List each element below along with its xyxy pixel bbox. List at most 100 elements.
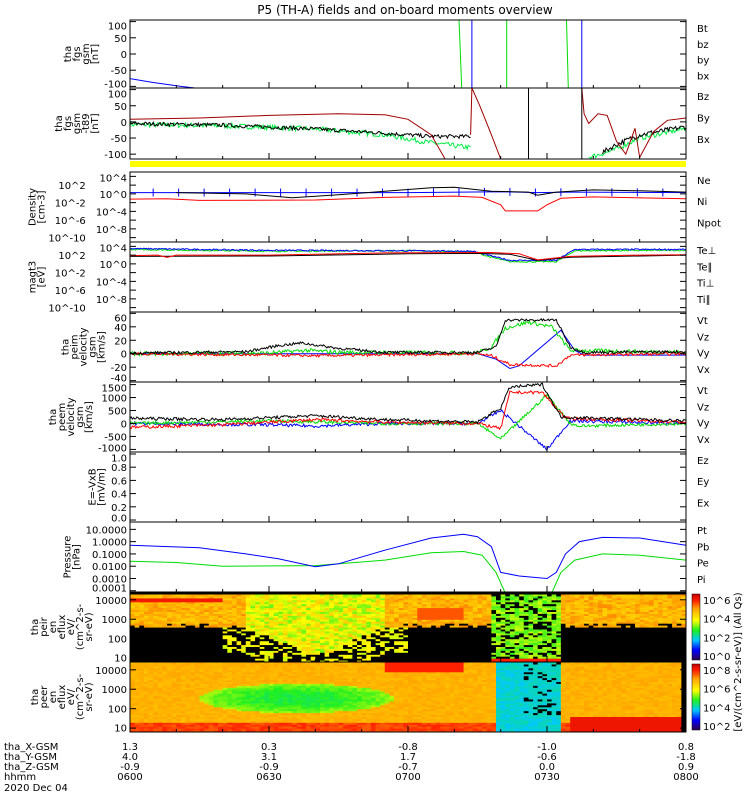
spectrogram-cell <box>482 646 488 649</box>
spectrogram-cell <box>130 730 136 732</box>
spectrogram-cell <box>204 627 210 630</box>
spectrogram-cell <box>157 601 163 605</box>
spectrogram-cell <box>551 603 557 607</box>
spectrogram-cell <box>505 648 511 651</box>
spectrogram-cell <box>676 592 682 595</box>
spectrogram-cell <box>343 644 349 647</box>
spectrogram-cell <box>320 621 326 624</box>
spectrogram-cell <box>537 660 543 662</box>
spectrogram-cell <box>139 656 145 659</box>
spectrogram-cell <box>440 640 446 644</box>
spectrogram-cell <box>542 601 548 605</box>
spectrogram-cell <box>621 599 627 603</box>
spectrogram-cell <box>662 628 668 632</box>
spectrogram-cell <box>143 726 150 729</box>
spectrogram-cell <box>199 627 205 630</box>
spectrogram-cell <box>310 592 316 595</box>
spectrogram-cell <box>222 646 228 649</box>
spectrogram-cell <box>500 638 506 642</box>
spectrogram-cell <box>333 642 340 646</box>
spectrogram-cell <box>139 595 145 599</box>
spectrogram-cell <box>658 636 664 640</box>
spectrogram-cell <box>468 597 474 601</box>
spectrogram-cell <box>269 619 275 622</box>
spectrogram-cell <box>134 615 140 618</box>
spectrogram-cell <box>231 627 238 630</box>
spectrogram-cell <box>625 609 631 612</box>
spectrogram-cell <box>496 613 502 616</box>
spectrogram-cell <box>602 619 608 622</box>
spectrogram-cell <box>208 634 214 638</box>
spectrogram-cell <box>681 605 686 609</box>
spectrogram-cell <box>176 642 182 646</box>
spectrogram-cell <box>366 660 372 662</box>
spectrogram-cell <box>143 625 150 628</box>
spectrogram-cell <box>500 621 506 624</box>
spectrogram-cell <box>403 630 409 634</box>
spectrogram-cell <box>509 650 516 653</box>
spectrogram-cell <box>491 597 497 601</box>
spectrogram-cell <box>231 603 238 607</box>
spectrogram-cell <box>338 615 344 618</box>
spectrogram-cell <box>218 640 224 644</box>
spectrogram-cell <box>528 607 534 611</box>
spectrogram-cell <box>537 640 543 644</box>
spectrogram-cell <box>134 675 140 679</box>
spectrogram-cell <box>287 619 293 622</box>
legend-bz: bz <box>697 40 709 51</box>
spectrogram-cell <box>301 636 307 640</box>
spectrogram-cell <box>496 615 502 618</box>
spectrogram-cell <box>398 640 404 644</box>
spectrogram-cell <box>598 601 604 605</box>
spectrogram-cell <box>435 630 441 634</box>
spectrogram-cell <box>338 619 344 622</box>
spectrogram-cell <box>509 634 516 638</box>
spectrogram-cell <box>588 646 594 649</box>
spectrogram-cell <box>380 609 386 612</box>
spectrogram-cell <box>648 623 655 626</box>
spectrogram-cell <box>472 652 479 655</box>
spectrogram-cell <box>282 646 289 649</box>
spectrogram-cell <box>477 601 483 605</box>
spectrogram-cell <box>194 597 201 601</box>
spectrogram-cell <box>676 625 682 628</box>
spectrogram-cell <box>602 646 608 649</box>
spectrogram-cell <box>648 628 655 632</box>
spectrogram-cell <box>347 646 353 649</box>
spectrogram-cell <box>468 603 474 607</box>
spectrogram-cell <box>343 638 349 642</box>
spectrogram-cell <box>403 611 409 614</box>
spectrogram-cell <box>463 597 469 601</box>
spectrogram-cell <box>472 658 479 661</box>
spectrogram-cell <box>625 632 631 636</box>
y-tick-label: -100 <box>104 150 127 161</box>
spectrogram-cell <box>445 597 451 601</box>
spectrogram-cell <box>519 650 525 653</box>
spectrogram-cell <box>639 613 645 616</box>
spectrogram-cell <box>421 640 428 644</box>
spectrogram-cell <box>435 617 441 620</box>
spectrogram-cell <box>296 628 302 632</box>
spectrogram-cell <box>676 601 682 605</box>
spectrogram-cell <box>621 654 627 657</box>
spectrogram-cell <box>204 660 210 662</box>
spectrogram-cell <box>607 605 613 609</box>
spectrogram-cell <box>250 632 256 636</box>
spectrogram-cell <box>653 628 659 632</box>
spectrogram-cell <box>185 650 191 653</box>
spectrogram-cell <box>130 640 136 644</box>
spectrogram-cell <box>681 630 686 634</box>
spectrogram-cell <box>533 630 539 634</box>
spectrogram-cell <box>255 650 261 653</box>
spectrogram-cell <box>570 617 576 620</box>
spectrogram-cell <box>204 632 210 636</box>
spectrogram-cell <box>380 601 386 605</box>
spectrogram-cell <box>176 621 182 624</box>
spectrogram-cell <box>408 634 414 638</box>
spectrogram-cell <box>519 632 525 636</box>
spectrogram-cell <box>222 601 228 605</box>
spectrogram-cell <box>176 625 182 628</box>
spectrogram-cell <box>635 627 641 630</box>
spectrogram-cell <box>273 621 279 624</box>
spectrogram-cell <box>310 646 316 649</box>
